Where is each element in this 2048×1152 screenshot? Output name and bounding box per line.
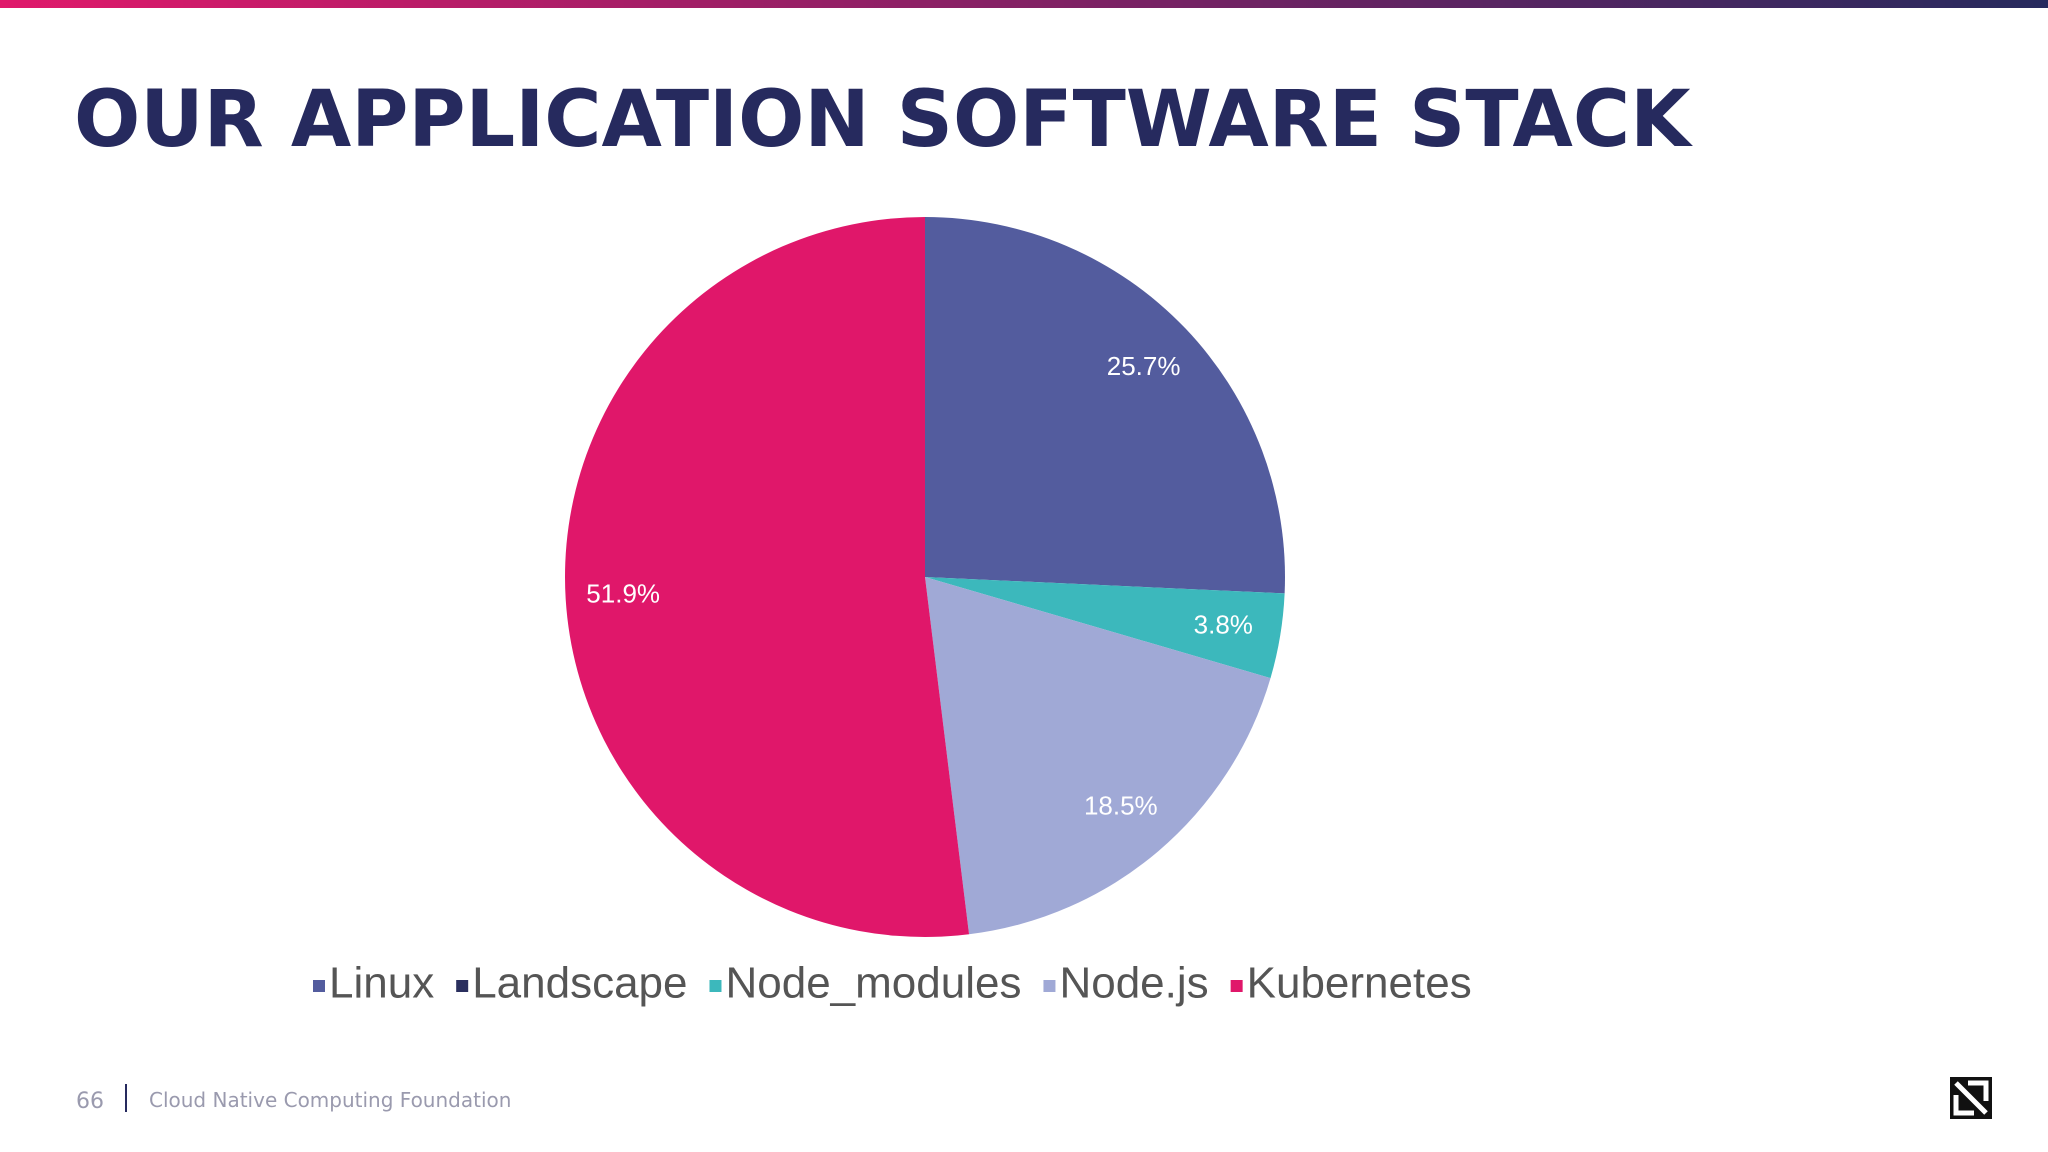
- legend-swatch: [1043, 980, 1056, 992]
- data-label: 18.5%: [1084, 790, 1158, 820]
- slide-title: OUR APPLICATION SOFTWARE STACK: [74, 75, 1693, 165]
- pie-slice: [925, 577, 1285, 679]
- pie-slice: [565, 217, 970, 937]
- data-label: 51.9%: [586, 578, 660, 608]
- top-bar: [0, 0, 2048, 8]
- legend-label: Linux: [329, 959, 434, 1008]
- legend-swatch: [456, 980, 469, 992]
- legend-label: Landscape: [472, 959, 687, 1008]
- footer-organization: Cloud Native Computing Foundation: [149, 1088, 511, 1112]
- logo: [1950, 1077, 1992, 1119]
- pie-slice: [925, 217, 1286, 594]
- legend-swatch: [313, 980, 325, 992]
- pie-slice: [925, 577, 1271, 935]
- page-number: 66: [76, 1089, 104, 1114]
- legend-swatch: [1230, 980, 1243, 992]
- data-label: 25.7%: [1107, 351, 1181, 381]
- legend-swatch: [709, 980, 722, 992]
- legend-label: Kubernetes: [1247, 959, 1472, 1008]
- legend-label: Node.js: [1059, 959, 1208, 1008]
- legend: Linux Landscape Node_modules Node.js Kuberne…: [313, 959, 1472, 1008]
- legend-label: Node_modules: [725, 959, 1021, 1008]
- data-label: 3.8%: [1194, 610, 1253, 640]
- pie-chart: 25.7% 3.8% 18.5% 51.9%: [565, 217, 1286, 937]
